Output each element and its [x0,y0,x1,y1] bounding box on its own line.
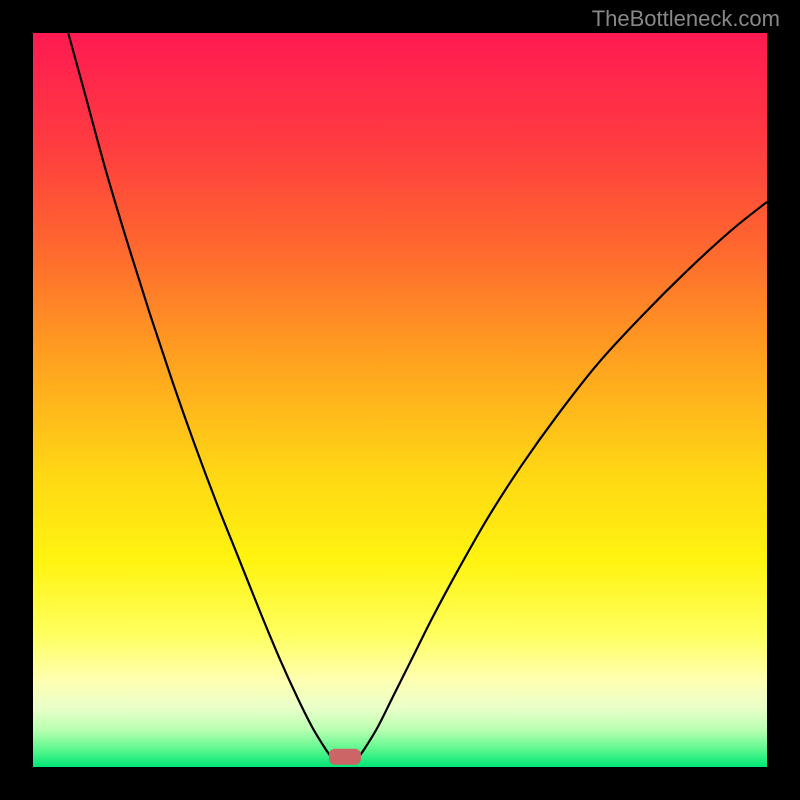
optimum-marker [329,749,361,765]
watermark-text: TheBottleneck.com [592,6,780,32]
gradient-background [33,33,767,767]
chart-plot-area [33,33,767,767]
